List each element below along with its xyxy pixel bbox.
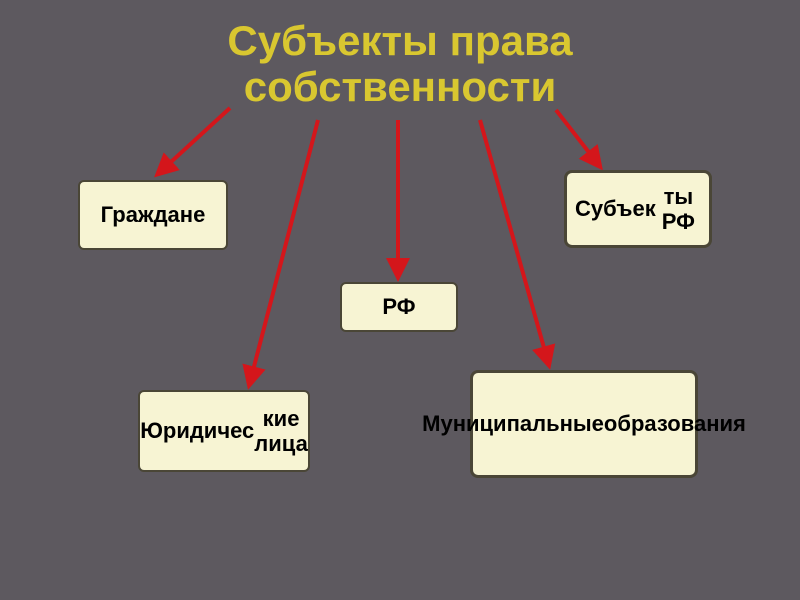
diagram-title: Субъекты права собственности — [0, 18, 800, 110]
arrow-to-municipal — [480, 120, 548, 362]
box-legal-entities: Юридические лица — [138, 390, 310, 472]
title-line1: Субъекты права — [227, 17, 572, 64]
box-citizens: Граждане — [78, 180, 228, 250]
diagram-canvas: Субъекты права собственности Граждане Су… — [0, 0, 800, 600]
arrow-to-subjects-rf — [556, 110, 598, 164]
box-subjects-rf: Субъекты РФ — [564, 170, 712, 248]
arrow-to-legal — [250, 120, 318, 382]
box-rf: РФ — [340, 282, 458, 332]
title-line2: собственности — [244, 63, 557, 110]
arrow-to-citizens — [160, 108, 230, 172]
box-municipalities: Муниципальныеобразования — [470, 370, 698, 478]
